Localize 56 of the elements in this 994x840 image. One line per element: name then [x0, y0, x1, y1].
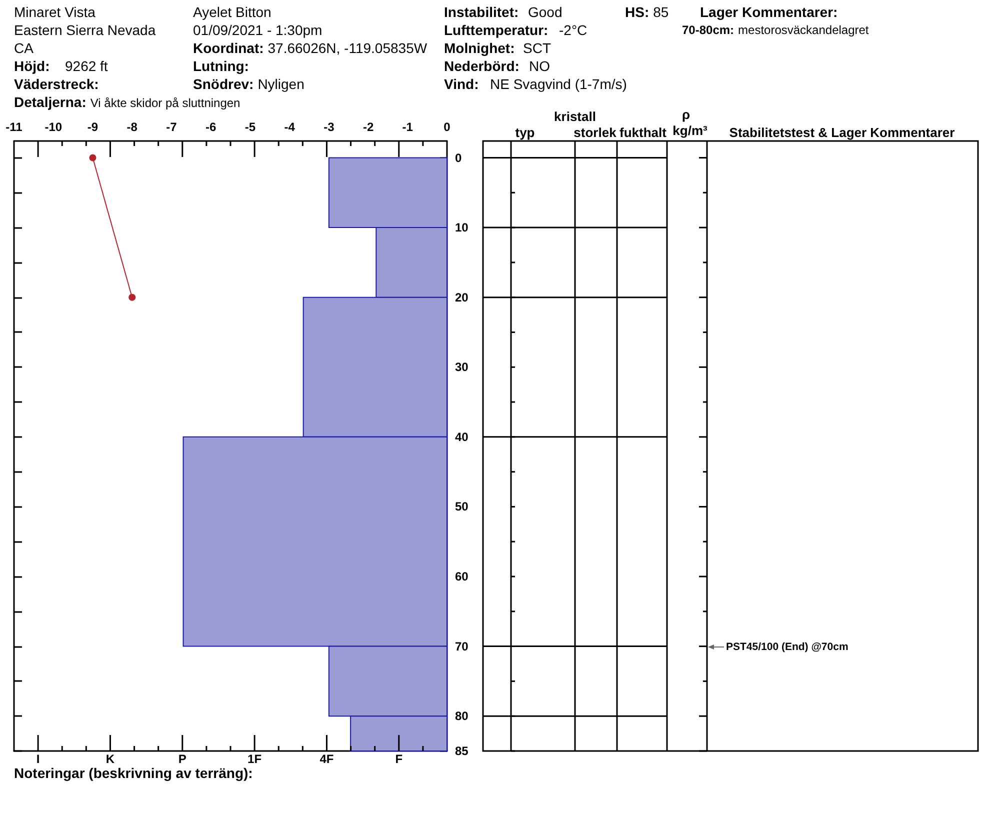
text: Nederbörd: NO	[444, 58, 550, 74]
text: Molnighet: SCT	[444, 40, 551, 56]
text: Koordinat: 37.66026N, -119.05835W	[193, 40, 428, 56]
x-tick-label: -9	[87, 120, 98, 134]
text: kg/m³	[672, 123, 708, 139]
y-tick-label: 50	[455, 500, 469, 514]
y-tick-label: 85	[455, 744, 469, 758]
text: HS:85	[625, 4, 669, 20]
text: Höjd: 9262 ft	[14, 58, 108, 74]
text: Snödrev: Nyligen	[193, 76, 304, 92]
text: 1F	[248, 752, 262, 766]
y-tick-label: 80	[455, 709, 469, 724]
text: storlek	[574, 125, 616, 141]
y-tick-label: 0	[455, 150, 462, 165]
text: K	[106, 752, 115, 766]
x-tick-label: -8	[126, 120, 138, 134]
text: Noteringar (beskrivning av terräng):	[14, 764, 253, 782]
text: 70-80cm: mestorosväckandelagret	[682, 23, 869, 37]
x-tick-label: -7	[166, 120, 178, 134]
text: Instabilitet: Good	[444, 4, 562, 20]
y-tick-label: 20	[455, 290, 469, 304]
text: Lager Kommentarer:	[700, 4, 838, 20]
text: fukthalt	[620, 125, 666, 141]
text: ρ	[682, 107, 690, 123]
x-tick-label: -1	[402, 120, 414, 134]
x-tick-label: -4	[284, 120, 296, 134]
text: Väderstreck:	[14, 76, 100, 92]
x-tick-label: -6	[205, 120, 216, 134]
text: Lufttemperatur: -2°C	[444, 22, 588, 38]
x-tick-label: -2	[362, 120, 374, 134]
text: 4F	[320, 752, 334, 766]
text: Minaret Vista	[14, 4, 96, 20]
text: typ	[515, 125, 535, 141]
x-tick-label: 0	[444, 120, 451, 134]
y-tick-label: 10	[455, 220, 469, 235]
x-tick-label: -10	[44, 120, 62, 134]
y-tick-label: 30	[455, 360, 469, 374]
text: Vind: NE Svagvind (1-7m/s)	[444, 76, 627, 92]
text: F	[395, 752, 403, 766]
text: Stabilitetstest & Lager Kommentarer	[729, 125, 955, 141]
text: Ayelet Bitton	[193, 4, 272, 20]
text: I	[36, 752, 40, 766]
x-tick-label: -5	[244, 120, 256, 134]
x-tick-label: -3	[324, 120, 335, 134]
y-tick-label: 70	[455, 639, 469, 654]
text: PST45/100 (End) @70cm	[726, 640, 848, 654]
y-tick-label: 60	[455, 570, 469, 584]
x-tick-label: -11	[6, 120, 23, 134]
text: CA	[14, 40, 34, 56]
text: P	[178, 752, 186, 766]
text: kristall	[554, 109, 596, 125]
y-tick-label: 40	[455, 430, 469, 444]
text: 01/09/2021 - 1:30pm	[193, 22, 322, 38]
text: Lutning:	[193, 58, 250, 74]
text: Detaljerna: Vi åkte skidor på sluttningen	[14, 94, 240, 110]
text: Eastern Sierra Nevada	[14, 22, 156, 38]
